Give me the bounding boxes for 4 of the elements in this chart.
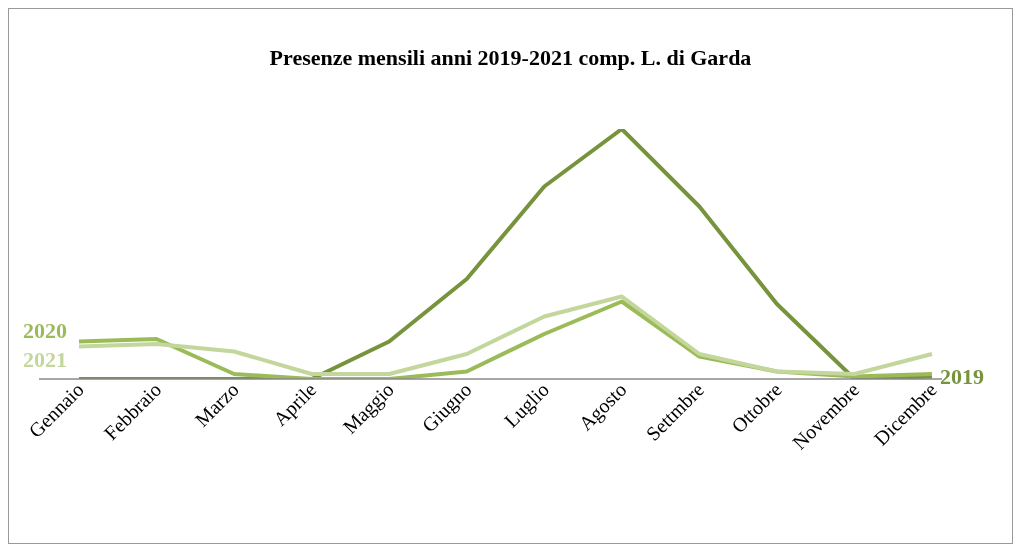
series-label: 2020: [23, 317, 67, 343]
series-label: 2019: [940, 363, 984, 389]
series-label: 2021: [23, 346, 67, 372]
chart-title: Presenze mensili anni 2019-2021 comp. L. di Garda: [268, 45, 753, 71]
